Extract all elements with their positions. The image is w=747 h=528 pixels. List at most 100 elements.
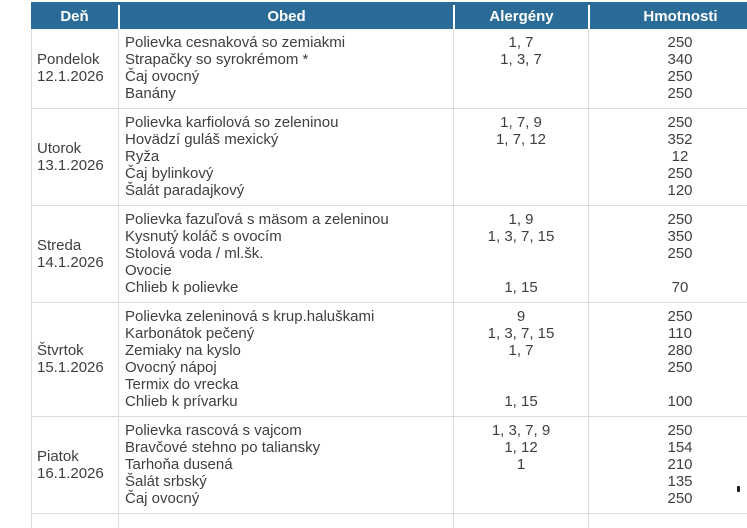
dish-name: Karbonátok pečený [125,325,255,342]
dish-name: Čaj ovocný [125,490,200,507]
allergen-values: 1, 3, 7, 9 [491,422,551,439]
dish-name: Chlieb k prívarku [125,393,238,410]
allergen-values: 9 [516,308,526,325]
allergens-cell: 1, 7, 9 1, 7, 12 [453,109,588,206]
menu-table-body: Pondelok 12.1.2026 Polievka cesnaková so z… [31,29,747,528]
weight-value: 135 [667,473,693,490]
weight-value: 250 [667,114,693,131]
table-row: Pondelok 12.1.2026 Polievka cesnaková so z… [31,29,747,109]
weight-value: 110 [668,325,692,342]
day-cell: Pondelok 12.1.2026 [31,29,118,109]
empty-cell [453,514,588,528]
dish-name: Zemiaky na kyslo [125,342,241,359]
allergens-cell: 1, 3, 7, 9 1, 12 1 [453,417,588,514]
empty-cell [118,514,453,528]
table-row: Piatok 16.1.2026 Polievka rascová s vajcom… [31,417,747,514]
weight-value: 250 [667,34,693,51]
day-date: 15.1.2026 [37,359,104,376]
dish-name: Chlieb k polievke [125,279,239,296]
allergen-values [460,262,582,279]
day-cell: Streda 14.1.2026 [31,206,118,303]
allergen-values: 1, 3, 7, 15 [487,228,555,245]
empty-cell [31,514,118,528]
dish-name: Tarhoňa dusená [125,456,233,473]
allergens-cell: 1, 7 1, 3, 7 [453,29,588,109]
header-lunch: Obed [118,5,453,29]
allergen-values [460,68,582,85]
table-row-partial [31,514,747,528]
allergen-values: 1, 7 [508,34,534,51]
header-allergens: Alergény [453,5,588,29]
dish-name: Šalát paradajkový [125,182,245,199]
table-row: Utorok 13.1.2026 Polievka karfiolová so ze… [31,109,747,206]
stray-mark [737,486,740,492]
weights-cell: 250 350 250 70 [588,206,747,303]
weights-cell: 250 154 210 135 250 [588,417,747,514]
dish-name: Polievka zeleninová s krup.haluškami [125,308,375,325]
allergens-cell: 9 1, 3, 7, 15 1, 7 1, 15 [453,303,588,417]
weight-value: 120 [667,182,693,199]
allergen-values: 1, 15 [504,279,538,296]
dish-name: Bravčové stehno po taliansky [125,439,321,456]
dish-name: Čaj bylinkový [125,165,214,182]
day-cell: Štvrtok 15.1.2026 [31,303,118,417]
allergens-cell: 1, 9 1, 3, 7, 15 1, 15 [453,206,588,303]
weight-value: 350 [667,228,693,245]
allergen-values [460,359,582,376]
dish-name: Polievka fazuľová s mäsom a zeleninou [125,211,389,228]
weights-cell: 250 340 250 250 [588,29,747,109]
day-name: Piatok [37,447,79,465]
empty-cell [588,514,747,528]
weight-value: 250 [667,490,693,507]
lunch-cell: Polievka zeleninová s krup.haluškami Karb… [118,303,453,417]
allergen-values: 1, 9 [508,211,534,228]
allergen-values: 1, 3, 7, 15 [487,325,555,342]
weights-cell: 250 110 280 250 100 [588,303,747,417]
table-row: Štvrtok 15.1.2026 Polievka zeleninová s kr… [31,303,747,417]
allergen-values: 1, 15 [504,393,538,410]
allergen-values [460,490,582,507]
dish-name: Ovocný nápoj [125,359,217,376]
lunch-cell: Polievka cesnaková so zemiakmi Strapačky … [118,29,453,109]
lunch-cell: Polievka karfiolová so zeleninou Hovädzí … [118,109,453,206]
allergen-values: 1, 3, 7 [500,51,542,68]
day-cell: Utorok 13.1.2026 [31,109,118,206]
dish-name: Čaj ovocný [125,68,200,85]
weight-value: 250 [667,85,693,102]
weight-value: 100 [667,393,693,410]
allergen-values: 1, 7, 12 [495,131,547,148]
weight-value [595,376,747,393]
day-date: 14.1.2026 [37,253,104,271]
weekly-menu: Deň Obed Alergény Hmotnosti Pondelok 12.1… [31,2,747,528]
dish-name: Polievka rascová s vajcom [125,422,302,439]
weight-value: 154 [667,439,693,456]
weights-cell: 250 352 12 250 120 [588,109,747,206]
weight-value: 250 [667,68,693,85]
day-name: Utorok [37,139,82,157]
weight-value: 250 [667,211,693,228]
table-row: Streda 14.1.2026 Polievka fazuľová s mäsom… [31,206,747,303]
weight-value: 352 [667,131,693,148]
lunch-cell: Polievka fazuľová s mäsom a zeleninou Kys… [118,206,453,303]
menu-table: Deň Obed Alergény Hmotnosti Pondelok 12.1… [31,2,747,528]
day-cell: Piatok 16.1.2026 [31,417,118,514]
weight-value: 250 [667,245,693,262]
weight-value: 210 [667,456,693,473]
dish-name: Hovädzí guláš mexický [125,131,279,148]
weight-value: 250 [667,359,693,376]
allergen-values [460,245,582,262]
weight-value: 250 [667,308,693,325]
dish-name: Termix do vrecka [125,376,239,393]
header-day: Deň [31,5,118,29]
allergen-values: 1, 12 [504,439,538,456]
dish-name: Ovocie [125,262,172,279]
weight-value [595,262,747,279]
allergen-values [460,85,582,102]
allergen-values: 1, 7, 9 [500,114,542,131]
day-date: 16.1.2026 [37,464,104,482]
dish-name: Strapačky so syrokrémom * [125,51,309,68]
weight-value: 280 [667,342,693,359]
day-name: Streda [37,236,82,254]
dish-name: Stolová voda / ml.šk. [125,245,264,262]
allergen-values [460,165,582,182]
